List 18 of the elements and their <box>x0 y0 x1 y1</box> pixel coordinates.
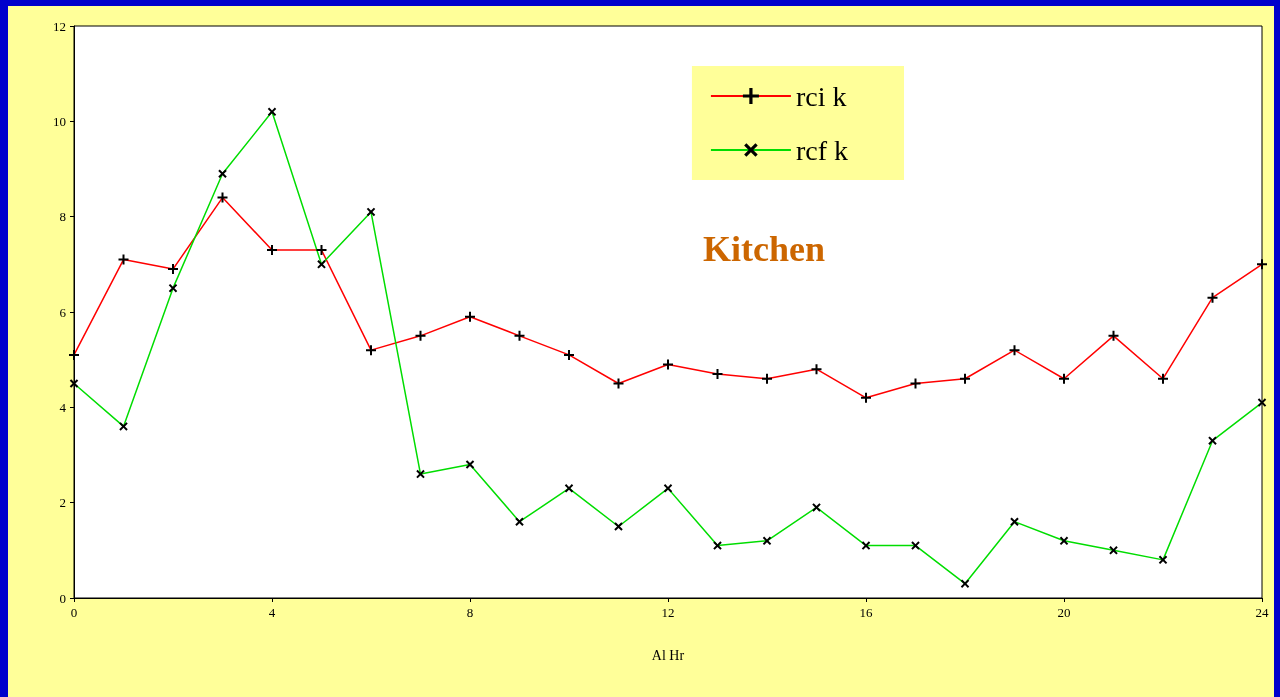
x-tick-label: 4 <box>268 605 276 620</box>
x-tick-label: 20 <box>1057 605 1071 620</box>
y-tick-label: 4 <box>59 399 67 415</box>
x-axis-title: Al Hr <box>651 647 685 663</box>
x-tick-label: 16 <box>859 605 873 620</box>
y-tick-label: 6 <box>59 304 67 320</box>
x-tick-label: 8 <box>466 605 474 620</box>
x-tick-label: 12 <box>661 605 675 620</box>
y-tick-label: 2 <box>59 495 66 511</box>
legend-label: rci k <box>795 80 847 112</box>
legend-label: rcf k <box>795 134 848 166</box>
x-tick-label: 24 <box>1255 605 1269 620</box>
y-tick-label: 8 <box>59 209 66 225</box>
y-tick-label: 12 <box>53 18 66 34</box>
y-tick-label: 0 <box>59 590 66 606</box>
text: Kitchen <box>703 229 825 269</box>
x-tick-label: 0 <box>70 605 78 620</box>
y-tick-label: 10 <box>53 113 66 129</box>
